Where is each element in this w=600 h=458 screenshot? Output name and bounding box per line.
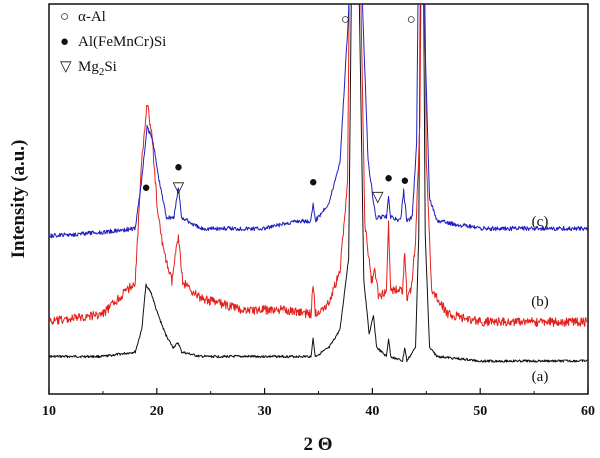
annotation-marker: ● [400,173,409,189]
legend: ○ α-Al ● Al(FeMnCr)Si ▽ Mg2Si [60,9,166,78]
x-tick-label: 40 [365,404,379,419]
x-tick-label: 30 [258,404,272,419]
curve-label-a: (a) [532,369,549,385]
annotation-marker: ○ [407,12,416,28]
legend-label: Al(FeMnCr)Si [78,34,166,50]
x-tick-label: 50 [473,404,487,419]
legend-marker: ○ [60,9,69,25]
curve-labels: (a) (b) (c) [531,214,549,385]
x-tick-label: 60 [581,404,595,419]
series-line-c [49,4,588,239]
legend-label-suffix: Si [104,59,117,75]
x-tick-label: 10 [42,404,56,419]
series-line-a [49,4,588,363]
legend-label: Mg2Si [78,59,117,78]
series-line-b [49,4,588,327]
series-layer [49,4,588,363]
y-axis-title: Intensity (a.u.) [8,140,29,259]
annotation-marker: ● [384,171,393,187]
annotation-marker: ○ [341,12,350,28]
legend-marker: ▽ [60,59,72,75]
annotation-marker: ● [309,174,318,190]
ticks-layer: 10 20 30 40 50 60 [42,388,595,419]
annotation-marker: ▽ [372,189,384,205]
x-axis-title: 2 Θ [303,434,332,455]
annotation-layer: ● ▽●●○▽● ●○ [141,12,415,205]
annotation-marker: ▽ [173,180,185,196]
plot-area-frame [48,3,589,395]
curve-label-c: (c) [532,214,549,230]
legend-label-subscript: 2 [99,66,105,78]
annotation-marker: ● [141,180,150,196]
annotation-marker: ● [174,159,183,175]
x-tick-label: 20 [150,404,164,419]
curve-label-b: (b) [531,294,549,310]
legend-marker: ● [60,34,69,50]
legend-label: α-Al [78,9,106,25]
